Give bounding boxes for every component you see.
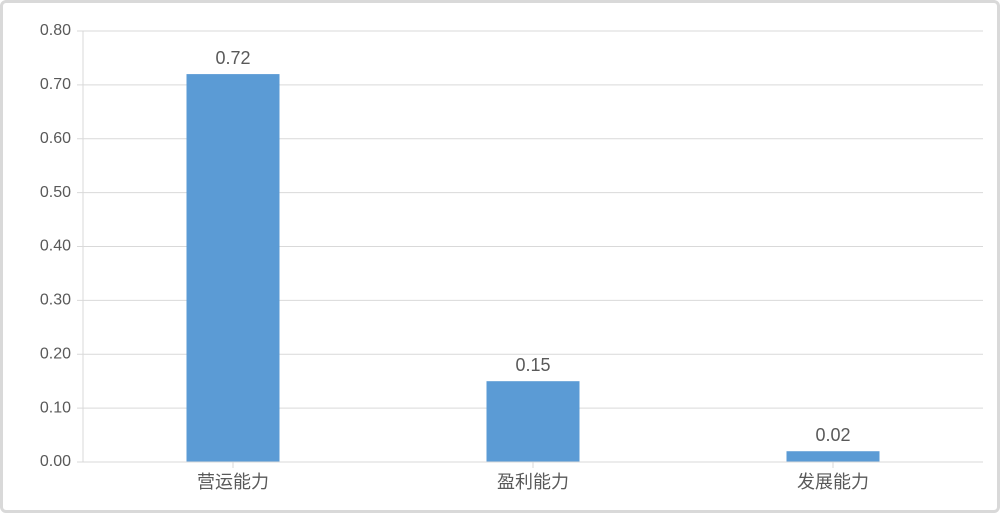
- bar-chart: 0.00 0.10 0.20 0.30 0.40 0.50 0.60 0.70 0.80 营运能力…: [17, 17, 983, 496]
- chart-svg: 0.00 0.10 0.20 0.30 0.40 0.50 0.60 0.70 0.80 营运能力…: [17, 17, 989, 502]
- y-tick-label: 0.60: [40, 130, 71, 147]
- y-tick-label: 0.30: [40, 292, 71, 309]
- bar: [487, 381, 580, 462]
- value-label: 0.15: [515, 355, 550, 375]
- y-tick-label: 0.00: [40, 453, 71, 470]
- y-tick-label: 0.50: [40, 184, 71, 201]
- value-label: 0.72: [215, 48, 250, 68]
- y-tick-label: 0.70: [40, 76, 71, 93]
- bar: [787, 451, 880, 462]
- y-tick-label: 0.80: [40, 22, 71, 39]
- y-tick-label: 0.20: [40, 345, 71, 362]
- category-label: 盈利能力: [497, 472, 569, 492]
- value-label: 0.02: [815, 425, 850, 445]
- category-label: 营运能力: [197, 472, 269, 492]
- category-label: 发展能力: [797, 472, 869, 492]
- y-tick-label: 0.40: [40, 238, 71, 255]
- chart-outer-frame: 0.00 0.10 0.20 0.30 0.40 0.50 0.60 0.70 0.80 营运能力…: [0, 0, 1000, 513]
- bar: [187, 74, 280, 462]
- y-tick-label: 0.10: [40, 399, 71, 416]
